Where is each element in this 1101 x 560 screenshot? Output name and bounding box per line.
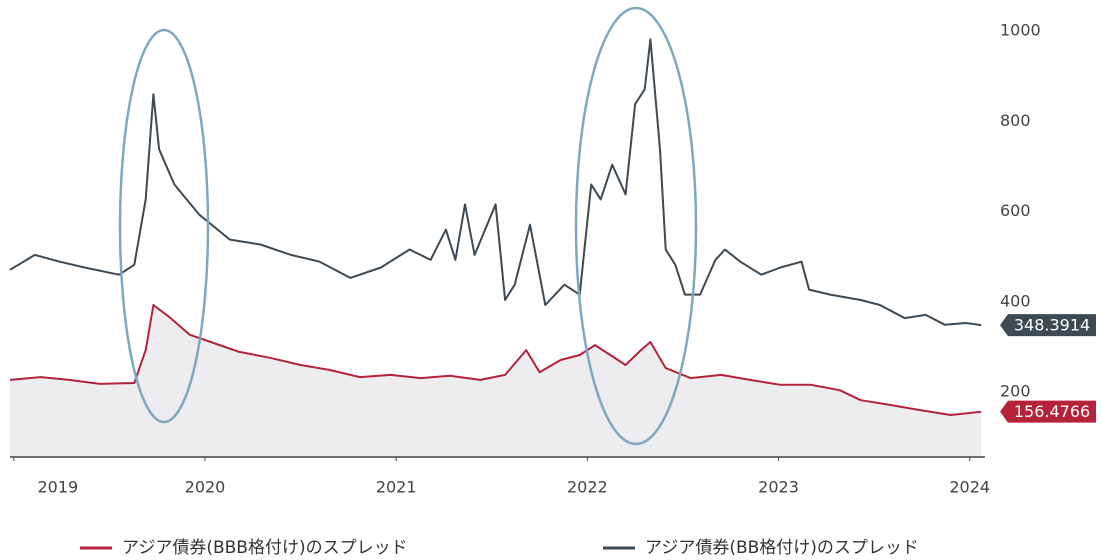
- legend-label: アジア債券(BBB格付け)のスプレッド: [122, 538, 408, 558]
- value-badge-label: 156.4766: [1014, 402, 1090, 421]
- x-tick-label: 2022: [567, 478, 608, 497]
- line: [9, 304, 982, 416]
- value-badge-label: 348.3914: [1014, 316, 1090, 335]
- highlight-ellipse: [574, 6, 698, 446]
- x-tick-label: 2023: [758, 478, 799, 497]
- value-badge: [1000, 400, 1096, 423]
- highlight-ellipse: [118, 28, 210, 424]
- x-tick-label: 2021: [376, 478, 417, 497]
- area: [10, 305, 982, 457]
- y-tick-label: 800: [1000, 111, 1031, 130]
- y-tick-label: 200: [1000, 382, 1031, 401]
- y-tick-label: 400: [1000, 291, 1031, 310]
- plot: 200 400 600 800 1000 2019 2020 2021 2022 2023 2024…: [9, 21, 1096, 497]
- legend-label: アジア債券(BB格付け)のスプレッド: [645, 538, 919, 558]
- y-tick-label: 1000: [1000, 21, 1041, 40]
- y-tick-label: 600: [1000, 201, 1031, 220]
- x-tick-label: 2024: [949, 478, 990, 497]
- x-tick-label: 2019: [37, 478, 78, 497]
- line: [9, 38, 982, 327]
- value-badge: [1000, 314, 1096, 337]
- x-tick-label: 2020: [185, 478, 226, 497]
